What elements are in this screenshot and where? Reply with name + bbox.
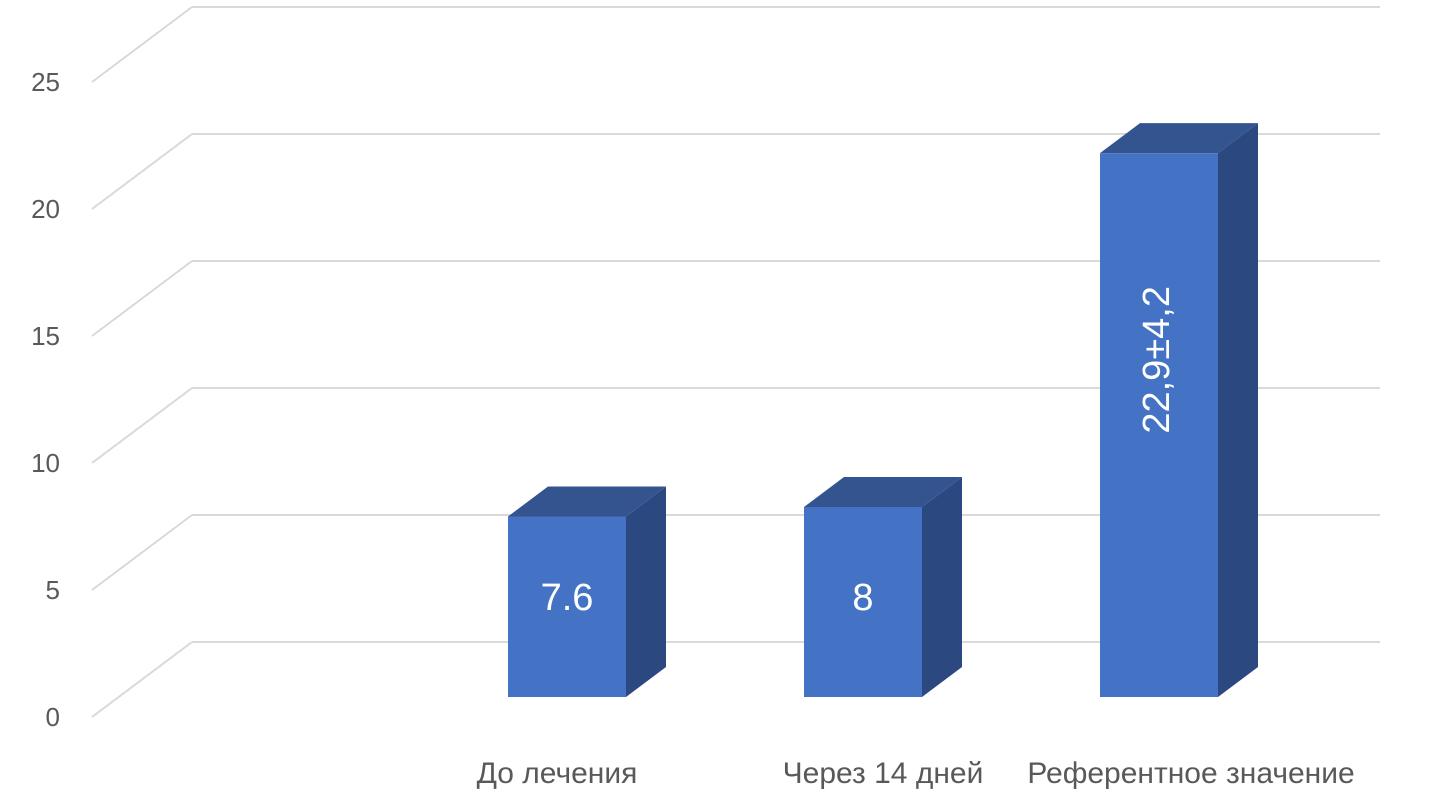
data-label: 8 <box>852 577 873 619</box>
x-axis-category-labels: До лечения Через 14 дней Референтное значе… <box>477 757 1355 790</box>
y-tick-label: 0 <box>46 702 60 732</box>
bar-group: 7.6 <box>508 486 666 697</box>
gridline-diagonal <box>91 514 193 591</box>
y-tick-label: 5 <box>46 575 60 605</box>
gridline-diagonal <box>91 133 193 210</box>
data-label: 7.6 <box>541 577 594 619</box>
y-tick-label: 25 <box>31 67 60 97</box>
y-tick-label: 10 <box>31 448 60 478</box>
bars: 7.6 8 22,9±4,2 <box>508 123 1258 698</box>
gridline-diagonal <box>91 6 193 83</box>
y-axis-tick-labels: 0 5 10 15 20 25 <box>31 67 60 732</box>
category-label: Референтное значение <box>1027 757 1354 790</box>
gridline-diagonal <box>91 387 193 464</box>
bar-top <box>508 486 666 517</box>
bar-top <box>804 477 962 508</box>
bar <box>1100 153 1218 698</box>
category-label: До лечения <box>477 757 638 790</box>
y-tick-label: 15 <box>31 321 60 351</box>
data-label: 22,9±4,2 <box>1136 286 1178 434</box>
y-tick-label: 20 <box>31 194 60 224</box>
bar-side <box>626 486 666 697</box>
category-label: Через 14 дней <box>783 757 984 790</box>
gridline-diagonal <box>91 260 193 337</box>
gridline-diagonal <box>91 641 193 718</box>
bar <box>508 516 626 697</box>
bar-top <box>1100 123 1258 154</box>
bar <box>804 507 922 697</box>
bar-side <box>1218 123 1258 698</box>
bar-side <box>922 477 962 697</box>
bar-group: 8 <box>804 477 962 697</box>
bar-group: 22,9±4,2 <box>1100 123 1258 698</box>
